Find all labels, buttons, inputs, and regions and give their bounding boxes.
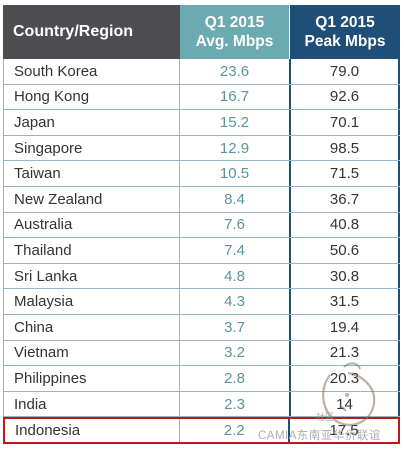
peak-speed-cell: 79.0: [289, 59, 400, 84]
avg-speed-cell: 3.2: [224, 344, 245, 362]
header-avg-line2: Avg. Mbps: [195, 33, 274, 50]
speed-table-header: Country/Region Q1 2015 Avg. Mbps Q1 2015…: [3, 5, 400, 59]
country-cell: Vietnam: [3, 340, 180, 366]
peak-speed-cell: 21.3: [289, 340, 400, 366]
speed-table-body: South Korea 23.6 79.0 Hong Kong 16.7 92.6 Japa…: [3, 59, 400, 445]
country-cell: Thailand: [3, 238, 180, 263]
table-row: China 3.7 19.4: [3, 314, 400, 341]
avg-speed-cell: 3.7: [224, 318, 245, 336]
avg-speed-cell: 7.4: [224, 241, 245, 259]
watermark-small-text: 社区: [316, 412, 335, 422]
header-avg-line1: Q1 2015: [204, 14, 265, 31]
peak-speed-cell: 19.4: [289, 314, 400, 340]
peak-speed-cell: 50.6: [289, 238, 400, 263]
table-row: South Korea 23.6 79.0: [3, 59, 400, 85]
country-cell: Singapore: [3, 135, 180, 161]
country-cell: Taiwan: [3, 161, 180, 186]
country-cell: New Zealand: [3, 186, 180, 212]
avg-speed-cell: 2.2: [223, 422, 245, 440]
peak-speed-cell: 71.5: [289, 161, 400, 186]
avg-speed-cell: 4.3: [224, 293, 245, 311]
peak-speed-cell: 98.5: [289, 135, 400, 161]
country-cell: Indonesia: [5, 419, 181, 443]
table-row: Sri Lanka 4.8 30.8: [3, 263, 400, 290]
country-cell: China: [3, 314, 180, 340]
country-cell: Hong Kong: [3, 84, 180, 110]
avg-speed-cell: 16.7: [219, 88, 250, 106]
peak-speed-cell: 14: [289, 391, 400, 417]
country-cell: Malaysia: [3, 289, 180, 314]
country-cell: Philippines: [3, 366, 180, 391]
avg-speed-cell: 10.5: [219, 165, 250, 183]
peak-speed-cell: 36.7: [289, 186, 400, 212]
header-country: Country/Region: [3, 5, 180, 59]
avg-speed-cell: 8.4: [224, 190, 245, 208]
country-cell: India: [3, 391, 180, 417]
header-peak-line1: Q1 2015: [315, 14, 375, 31]
table-row: Hong Kong 16.7 92.6: [3, 84, 400, 111]
table-row: Australia 7.6 40.8: [3, 212, 400, 239]
table-row: Vietnam 3.2 21.3: [3, 340, 400, 367]
table-row: Taiwan 10.5 71.5: [3, 161, 400, 187]
country-cell: South Korea: [3, 59, 180, 84]
avg-speed-cell: 2.3: [224, 395, 245, 413]
avg-speed-cell: 12.9: [219, 139, 250, 157]
header-avg: Q1 2015 Avg. Mbps: [180, 5, 289, 59]
table-row: New Zealand 8.4 36.7: [3, 186, 400, 213]
table-row: Indonesia 2.2 17.5: [3, 417, 400, 445]
peak-speed-cell: 17.5: [288, 419, 398, 443]
table-row: Malaysia 4.3 31.5: [3, 289, 400, 315]
peak-speed-cell: 30.8: [289, 263, 400, 289]
table-row: Thailand 7.4 50.6: [3, 238, 400, 264]
avg-speed-cell: 23.6: [219, 62, 250, 80]
table-row: Philippines 2.8 20.3: [3, 366, 400, 392]
peak-speed-cell: 92.6: [289, 84, 400, 110]
table-row: Singapore 12.9 98.5: [3, 135, 400, 162]
header-peak-line2: Peak Mbps: [304, 33, 386, 50]
country-cell: Japan: [3, 110, 180, 135]
avg-speed-cell: 2.8: [224, 369, 245, 387]
country-cell: Australia: [3, 212, 180, 238]
peak-speed-cell: 31.5: [289, 289, 400, 314]
peak-speed-cell: 70.1: [289, 110, 400, 135]
header-peak: Q1 2015 Peak Mbps: [289, 5, 400, 59]
header-row: Country/Region Q1 2015 Avg. Mbps Q1 2015…: [3, 5, 400, 59]
table-row: Japan 15.2 70.1: [3, 110, 400, 136]
avg-speed-cell: 7.6: [224, 216, 245, 234]
avg-speed-cell: 15.2: [219, 113, 250, 131]
country-cell: Sri Lanka: [3, 263, 180, 289]
table-row: India 2.3 14: [3, 391, 400, 418]
avg-speed-cell: 4.8: [224, 267, 245, 285]
peak-speed-cell: 40.8: [289, 212, 400, 238]
watermark-text: CAMIA东南亚华侨联谊: [258, 430, 381, 442]
peak-speed-cell: 20.3: [289, 366, 400, 391]
